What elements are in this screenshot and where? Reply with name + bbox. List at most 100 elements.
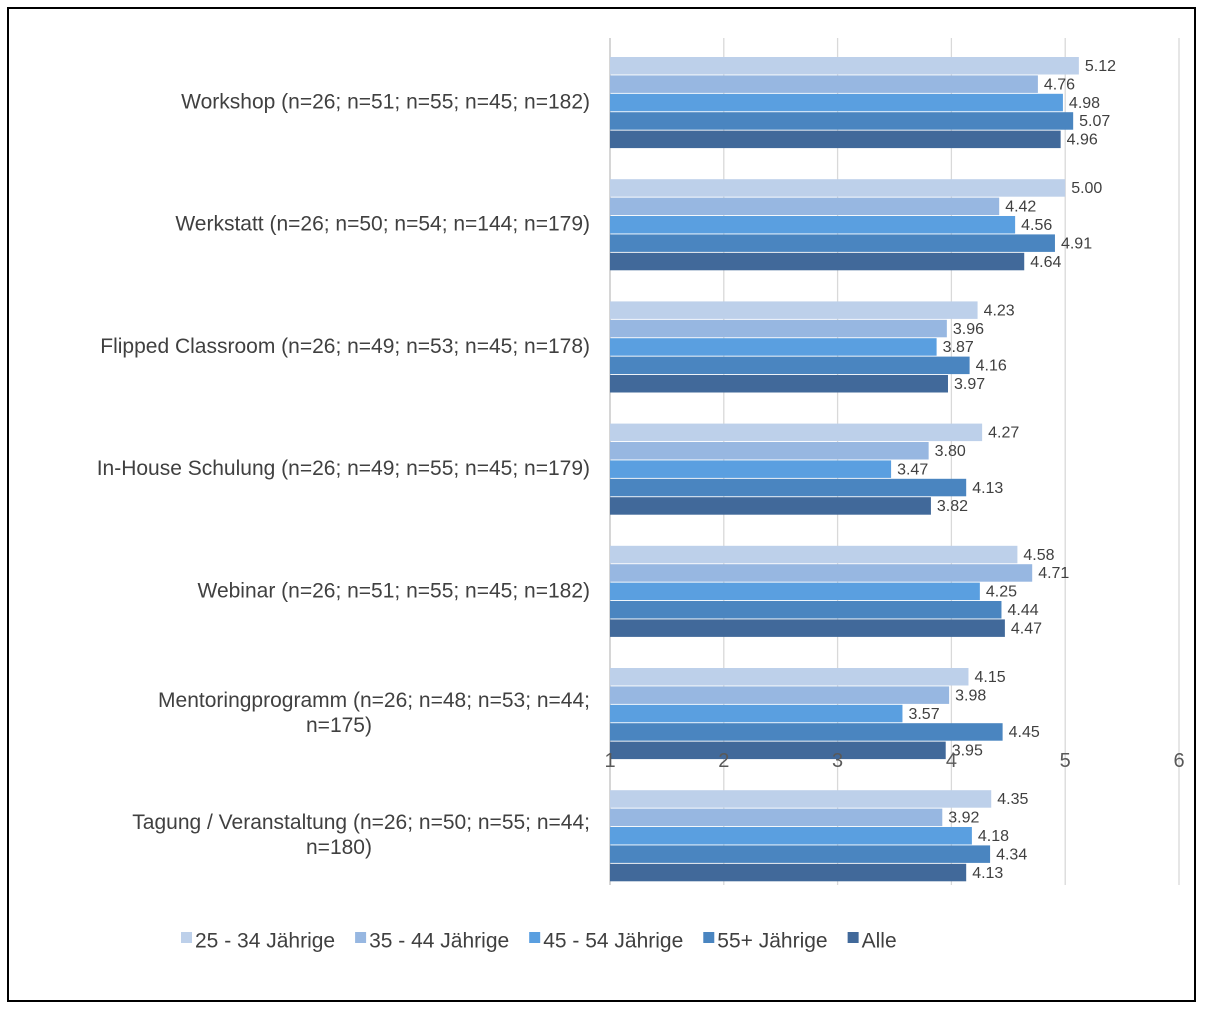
data-label: 4.96 <box>1067 132 1098 149</box>
bar <box>610 808 943 827</box>
x-tick-label: 2 <box>718 750 729 772</box>
data-label: 4.56 <box>1021 217 1052 234</box>
x-tick-label: 3 <box>832 750 843 772</box>
bar-chart: 5.12 4.76 4.985.07 4.96 5.00 4.424.56 4.914.64… <box>97 38 1185 953</box>
bar <box>610 75 1038 93</box>
data-label: 4.64 <box>1030 254 1061 271</box>
category-label: Workshop (n=26; n=51; n=55; n=45; n=182) <box>181 91 590 114</box>
data-label: 4.42 <box>1005 199 1036 216</box>
data-label: 3.97 <box>954 376 985 393</box>
bar <box>610 460 892 478</box>
x-axis-ticks: 1 2 3 4 5 6 <box>604 750 1184 772</box>
bar <box>610 130 1061 149</box>
x-tick-label: 5 <box>1060 750 1071 772</box>
category-label: Mentoringprogramm (n=26; n=48; n=53; n=4… <box>158 689 590 712</box>
data-label: 4.91 <box>1061 235 1092 252</box>
bar <box>610 375 948 393</box>
data-label: 4.13 <box>972 480 1003 497</box>
bar <box>610 356 970 375</box>
data-label: 4.25 <box>986 584 1017 601</box>
bar <box>610 301 978 319</box>
data-label: 4.16 <box>976 358 1007 375</box>
bar <box>610 582 980 601</box>
bar <box>610 790 992 808</box>
data-label: 3.47 <box>897 461 928 478</box>
data-label: 5.12 <box>1085 58 1116 75</box>
bar <box>610 564 1033 582</box>
bars <box>610 57 1079 882</box>
value-labels: 5.12 4.76 4.985.07 4.96 5.00 4.424.56 4.914.64… <box>897 58 1116 882</box>
bar <box>610 704 903 723</box>
bar <box>610 252 1025 271</box>
data-label: 5.07 <box>1079 113 1110 130</box>
bar <box>610 197 1000 216</box>
x-tick-label: 1 <box>604 750 615 772</box>
category-label: Flipped Classroom (n=26; n=49; n=53; n=4… <box>100 335 590 358</box>
data-label: 4.18 <box>978 828 1009 845</box>
data-label: 3.87 <box>943 339 974 356</box>
data-label: 4.35 <box>997 791 1028 808</box>
data-label: 3.96 <box>953 321 984 338</box>
data-label: 4.71 <box>1038 565 1069 582</box>
data-label: 4.98 <box>1069 95 1100 112</box>
bar <box>610 845 991 863</box>
category-label: Webinar (n=26; n=51; n=55; n=45; n=182) <box>198 579 591 602</box>
data-label: 3.82 <box>937 498 968 515</box>
bar <box>610 601 1002 619</box>
category-labels: Workshop (n=26; n=51; n=55; n=45; n=182)… <box>97 91 590 860</box>
legend-swatch <box>703 932 715 943</box>
x-tick-label: 4 <box>946 750 957 772</box>
bar <box>610 423 983 442</box>
data-label: 3.57 <box>908 706 939 723</box>
bar <box>610 863 967 882</box>
bar <box>610 668 969 686</box>
legend-swatch <box>181 932 192 943</box>
bar <box>610 827 972 845</box>
bar <box>610 619 1005 637</box>
bar <box>610 234 1055 252</box>
bar <box>610 497 931 515</box>
chart-frame: 5.12 4.76 4.98 5.07 4.96 5.00 4.42 4.56 4.91 4.64… <box>7 7 1196 1002</box>
legend-label: 55+ Jährige <box>717 930 827 953</box>
legend-swatch <box>847 932 859 943</box>
bar <box>610 216 1016 234</box>
data-label: 3.92 <box>948 810 979 827</box>
data-label: 4.47 <box>1011 620 1042 637</box>
legend-label: 45 - 54 Jährige <box>543 930 683 953</box>
legend-label: 35 - 44 Jährige <box>369 930 509 953</box>
bar <box>610 686 950 704</box>
category-label: Werkstatt (n=26; n=50; n=54; n=144; n=17… <box>175 213 590 236</box>
data-label: 3.80 <box>935 443 966 460</box>
data-label: 5.00 <box>1071 180 1102 197</box>
legend: 25 - 34 Jährige 35 - 44 Jährige 45 - 54 Jä… <box>181 930 897 953</box>
data-label: 3.98 <box>955 687 986 704</box>
data-label: 4.34 <box>996 846 1027 863</box>
data-label: 3.95 <box>952 743 983 760</box>
data-label: 4.13 <box>972 865 1003 882</box>
category-label: n=175) <box>306 714 372 737</box>
bar <box>610 723 1003 741</box>
category-label: In-House Schulung (n=26; n=49; n=55; n=4… <box>97 457 590 480</box>
bar <box>610 478 967 497</box>
x-tick-label: 6 <box>1173 750 1184 772</box>
bar <box>610 112 1074 130</box>
bar <box>610 57 1079 75</box>
bar <box>610 442 929 460</box>
legend-label: 25 - 34 Jährige <box>195 930 335 953</box>
bar <box>610 319 947 338</box>
category-label: n=180) <box>306 836 372 859</box>
bar <box>610 741 946 760</box>
data-label: 4.15 <box>974 669 1005 686</box>
data-label: 4.76 <box>1044 76 1075 93</box>
category-label: Tagung / Veranstaltung (n=26; n=50; n=55… <box>132 811 590 834</box>
bar <box>610 545 1018 564</box>
data-label: 4.58 <box>1023 547 1054 564</box>
data-label: 4.27 <box>988 425 1019 442</box>
legend-swatch <box>355 932 367 943</box>
bar <box>610 93 1063 112</box>
bar <box>610 338 937 356</box>
data-label: 4.23 <box>984 302 1015 319</box>
legend-swatch <box>529 932 541 943</box>
bar <box>610 179 1066 197</box>
data-label: 4.45 <box>1009 724 1040 741</box>
